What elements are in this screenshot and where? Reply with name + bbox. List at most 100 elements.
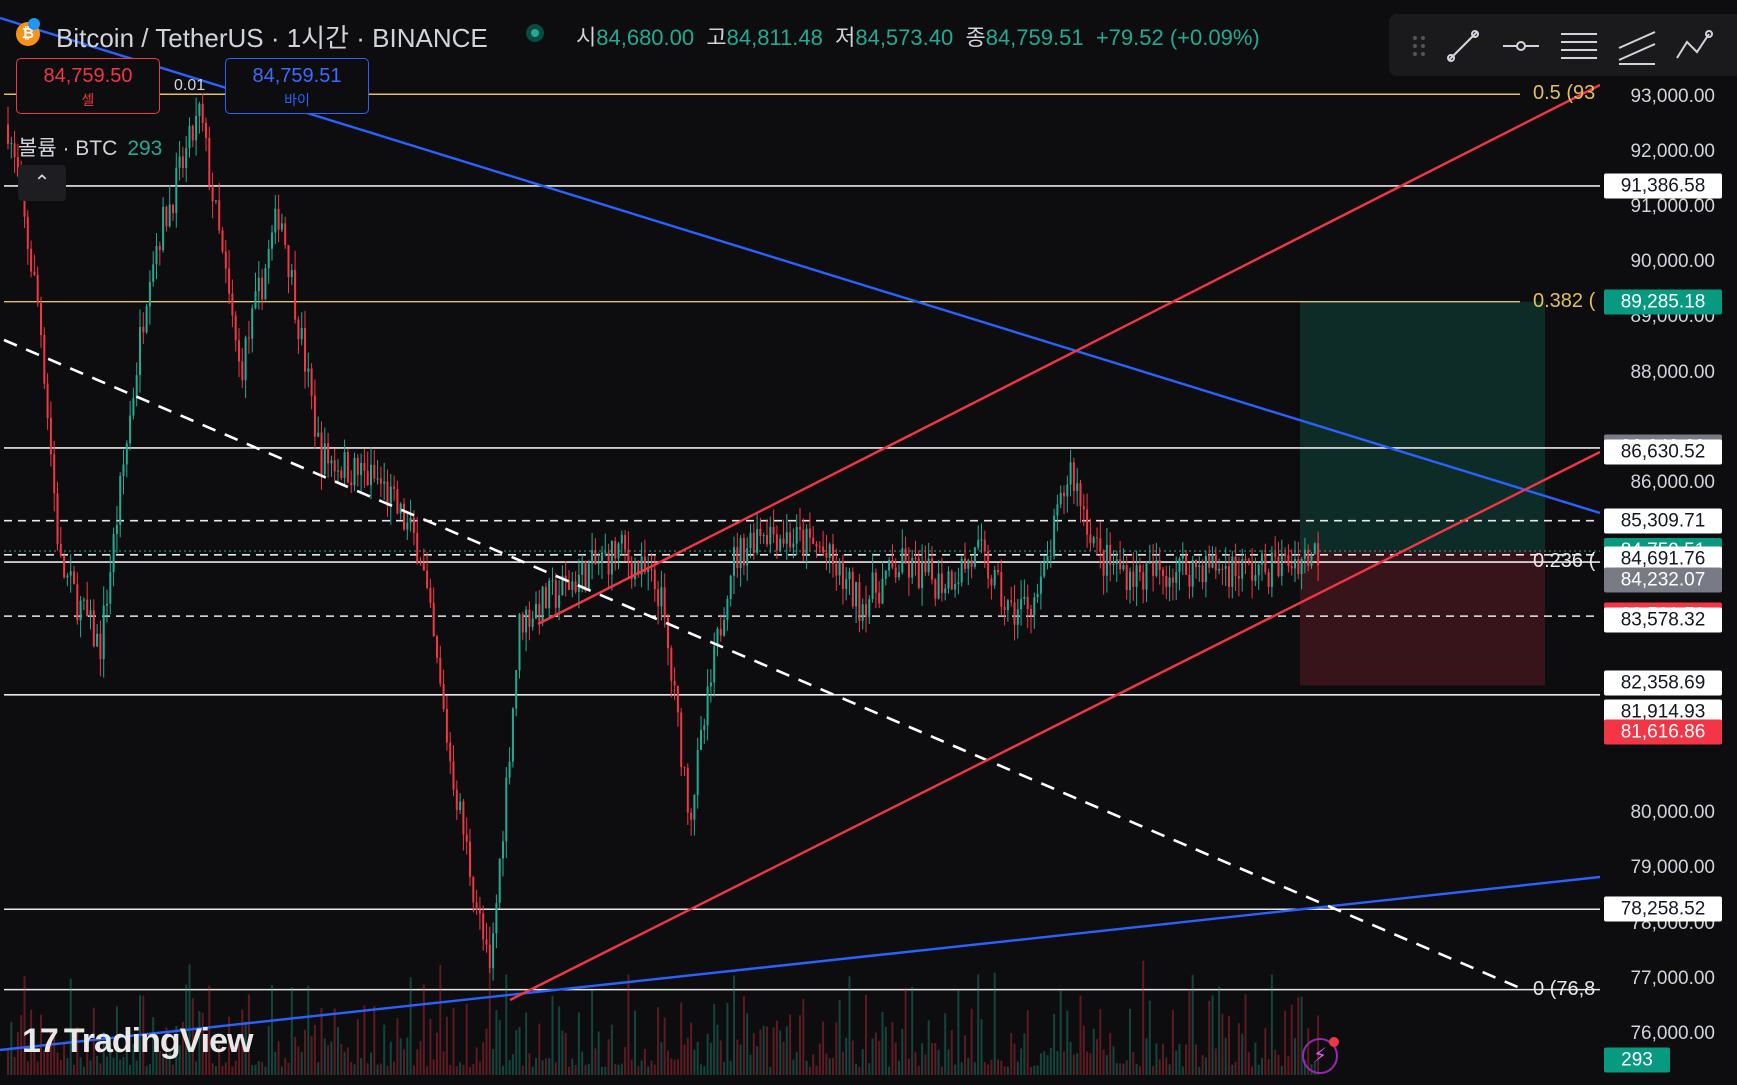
parallel-channel-icon[interactable]: [1615, 24, 1659, 68]
candle-body: [901, 548, 904, 573]
volume-bar: [115, 1006, 118, 1075]
candle-body: [228, 268, 231, 294]
candle-body: [779, 538, 782, 551]
volume-bar: [1112, 1046, 1115, 1075]
candle-body: [343, 451, 346, 478]
volume-bar: [808, 1066, 811, 1075]
candle-body: [445, 708, 448, 743]
price-axis-label: 86,630.52: [1604, 439, 1722, 465]
price-tick: 76,000.00: [1630, 1022, 1715, 1044]
candle-body: [676, 685, 679, 713]
volume-bar: [333, 1008, 336, 1075]
market-status-icon[interactable]: [526, 24, 544, 42]
candle-body: [766, 535, 768, 545]
candle-body: [1033, 597, 1036, 616]
candle-body: [1000, 572, 1003, 607]
fib-retracement-icon[interactable]: [1557, 24, 1601, 68]
candle-body: [1294, 559, 1296, 569]
candle-body: [366, 470, 369, 486]
volume-bar: [785, 1026, 788, 1075]
sell-button[interactable]: 84,759.50 셀: [16, 58, 160, 114]
volume-bar: [584, 1065, 587, 1075]
volume-bar: [884, 1026, 887, 1075]
volume-bar: [353, 1064, 356, 1075]
buy-button[interactable]: 84,759.51 바이: [225, 58, 369, 114]
candle-body: [508, 761, 511, 778]
candle-body: [370, 464, 372, 486]
candle-body: [10, 143, 13, 145]
candle-body: [1020, 599, 1023, 610]
volume-bar: [1158, 1059, 1161, 1075]
volume-bar: [201, 1012, 204, 1075]
candle-body: [987, 551, 990, 579]
trend-line-icon[interactable]: [1441, 24, 1485, 68]
candle-body: [1290, 566, 1293, 569]
candle-body: [178, 156, 181, 168]
candle-body: [594, 549, 597, 564]
volume-bar: [1201, 1054, 1204, 1075]
candle-body: [198, 103, 201, 116]
volume-bar: [1006, 1066, 1009, 1075]
volume-bar: [274, 1051, 277, 1075]
candle-body: [353, 457, 356, 486]
volume-bar: [1119, 1063, 1122, 1075]
candle-body: [465, 834, 468, 842]
volume-bar: [861, 1049, 864, 1075]
candle-body: [944, 588, 947, 593]
volume-bar: [1297, 997, 1300, 1075]
volume-bar: [1257, 1065, 1260, 1075]
volume-bar: [148, 1064, 151, 1075]
volume-bar: [802, 998, 805, 1075]
volume-legend[interactable]: 볼륨 · BTC 293: [18, 132, 162, 162]
horizontal-line-icon[interactable]: [1499, 24, 1543, 68]
volume-bar: [1178, 1043, 1181, 1075]
bolt-icon[interactable]: ⚡: [1302, 1037, 1339, 1074]
candle-body: [587, 563, 590, 591]
volume-bar: [1303, 1060, 1306, 1075]
candle-body: [782, 538, 785, 544]
candle-body: [158, 245, 161, 251]
path-tool-icon[interactable]: [1673, 24, 1717, 68]
volume-bar: [492, 1049, 495, 1075]
volume-bar: [957, 990, 960, 1075]
candle-body: [1214, 554, 1217, 571]
volume-bar: [858, 1066, 861, 1075]
symbol-title[interactable]: Bitcoin / TetherUS · 1시간 · BINANCE: [56, 23, 488, 53]
candle-body: [818, 546, 821, 548]
price-axis[interactable]: 93,000.00 92,000.00 91,000.00 90,000.00 89,0…: [1600, 0, 1737, 1080]
volume-bar: [1036, 1065, 1039, 1075]
chart-canvas[interactable]: [0, 0, 1601, 1080]
candle-body: [531, 618, 534, 627]
candle-body: [577, 574, 580, 592]
candle-body: [749, 532, 752, 549]
volume-bar: [924, 1054, 927, 1075]
order-quantity[interactable]: 0.01: [174, 77, 206, 94]
candle-body: [551, 580, 554, 582]
tether-icon: [28, 18, 40, 30]
candle-body: [640, 556, 643, 575]
candle-body: [934, 579, 937, 599]
candle-body: [109, 572, 112, 604]
candle-body: [36, 274, 39, 304]
volume-bar: [419, 1041, 422, 1075]
volume-bar: [99, 1063, 102, 1075]
blue-uptrend-line: [0, 875, 1601, 1052]
candle-body: [284, 223, 287, 246]
candle-body: [277, 208, 280, 230]
price-chart[interactable]: [0, 0, 1601, 1080]
volume-bar: [561, 1030, 564, 1075]
candle-body: [1046, 556, 1049, 563]
candle-body: [907, 562, 910, 578]
volume-bar: [1247, 1052, 1250, 1075]
volume-bar: [686, 1037, 689, 1075]
volume-bar: [1030, 1066, 1032, 1075]
candle-body: [1300, 558, 1303, 574]
candle-body: [947, 571, 950, 589]
candle-body: [294, 270, 297, 320]
collapse-legend-button[interactable]: ⌃: [18, 165, 66, 201]
drag-handle-icon[interactable]: [1397, 24, 1441, 68]
candle-body: [307, 368, 310, 372]
candle-body: [290, 270, 293, 278]
candle-body: [518, 614, 521, 671]
volume-bar: [1290, 1004, 1293, 1075]
